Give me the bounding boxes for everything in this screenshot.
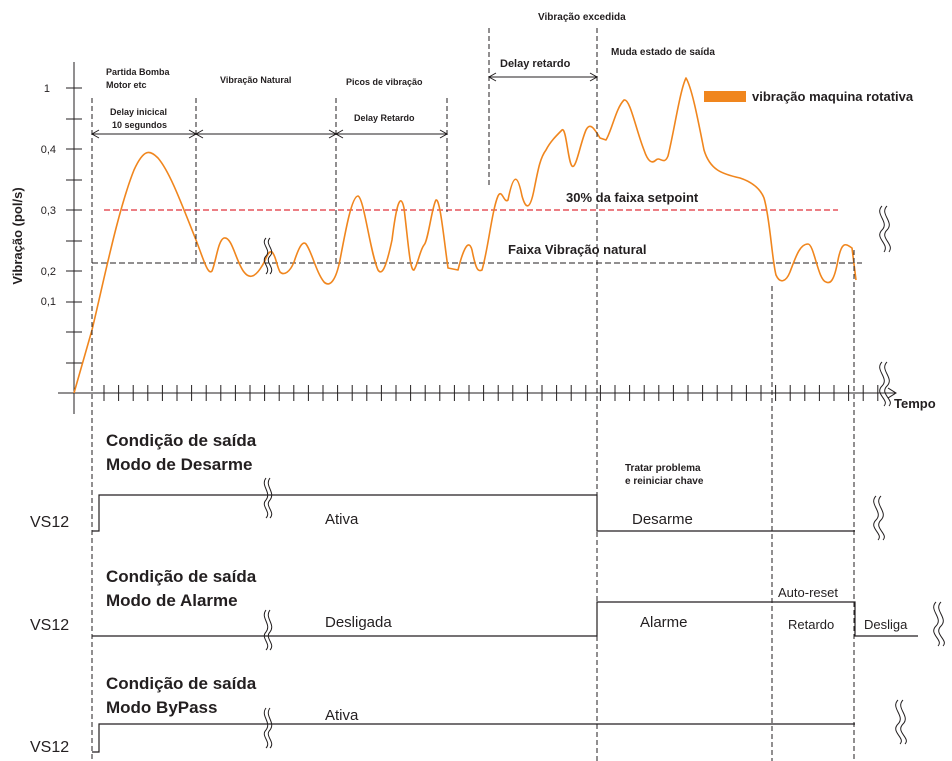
axis-break-squiggle	[900, 699, 907, 745]
y-tick-label-1: 1	[44, 83, 50, 95]
auto-reset-label: Auto-reset	[778, 585, 838, 600]
axis-break-squiggle	[879, 205, 886, 253]
desarme-state-on: Ativa	[325, 511, 359, 528]
bypass-title-line2: Modo ByPass	[106, 698, 217, 717]
bypass-signal-label: VS12	[30, 739, 69, 756]
natural-vibration-label: Vibração Natural	[220, 75, 291, 85]
axis-break-squiggle	[267, 237, 273, 275]
output-change-label: Muda estado de saída	[611, 47, 715, 58]
alarme-title-line1: Condição de saída	[106, 567, 257, 586]
vibration-peaks-label: Picos de vibração	[346, 77, 423, 87]
delay-retardo-mid-arrow	[334, 129, 449, 139]
vibration-curve	[73, 77, 857, 394]
startup-label-line1: Partida Bomba	[106, 67, 171, 77]
y-tick-label-02: 0,2	[41, 266, 56, 278]
x-axis-ticks	[103, 385, 879, 401]
axis-break-squiggle	[263, 609, 269, 651]
alarme-state-end: Desliga	[864, 617, 908, 632]
treat-problem-line1: Tratar problema	[625, 463, 701, 474]
axis-break-squiggle	[267, 609, 273, 651]
alarme-state-delay: Retardo	[788, 617, 834, 632]
y-axis-ticks	[66, 87, 82, 364]
axis-break-squiggle	[895, 699, 902, 745]
y-tick-label-01: 0,1	[41, 296, 56, 308]
desarme-signal-label: VS12	[30, 514, 69, 531]
axis-break-squiggle	[884, 205, 891, 253]
treat-problem-line2: e reiniciar chave	[625, 476, 704, 487]
alarme-state-on: Alarme	[640, 614, 688, 631]
initial-delay-label-line1: Delay inicical	[110, 107, 167, 117]
bypass-signal-trace	[92, 723, 855, 753]
alarme-signal-label: VS12	[30, 617, 69, 634]
bypass-state-on: Ativa	[325, 707, 359, 724]
vibration-exceeded-label: Vibração excedida	[538, 12, 626, 23]
natural-band-label: Faixa Vibração natural	[508, 242, 647, 257]
axis-break-squiggle	[873, 495, 880, 541]
y-tick-label-03: 0,3	[41, 205, 56, 217]
x-axis-label: Tempo	[894, 396, 936, 411]
alarme-title-line2: Modo de Alarme	[106, 591, 238, 610]
axis-break-squiggle	[263, 237, 269, 275]
desarme-title-line1: Condição de saída	[106, 431, 257, 450]
axis-break-squiggle	[267, 477, 273, 519]
delay-retardo-top-label: Delay retardo	[500, 58, 571, 70]
startup-label-line2: Motor etc	[106, 80, 147, 90]
axis-break-squiggle	[263, 477, 269, 519]
initial-delay-label-line2: 10 segundos	[112, 120, 167, 130]
alarme-state-off: Desligada	[325, 614, 392, 631]
axis-break-squiggle	[884, 361, 891, 407]
legend-label: vibração maquina rotativa	[752, 89, 914, 104]
setpoint-label: 30% da faixa setpoint	[566, 190, 699, 205]
axis-break-squiggle	[938, 601, 945, 647]
y-tick-label-04: 0,4	[41, 144, 56, 156]
desarme-state-off: Desarme	[632, 511, 693, 528]
delay-inicial-arrow	[90, 129, 198, 139]
bypass-title-line1: Condição de saída	[106, 674, 257, 693]
natural-vibration-arrow	[194, 129, 338, 139]
desarme-signal-trace	[92, 494, 855, 532]
alarme-signal-trace	[92, 601, 918, 637]
legend-swatch	[704, 91, 746, 102]
axis-break-squiggle	[267, 707, 273, 749]
axis-break-squiggle	[879, 361, 886, 407]
x-axis-arrow	[887, 387, 897, 399]
axis-break-squiggle	[933, 601, 940, 647]
delay-retardo-top-arrow	[487, 72, 599, 82]
y-axis-label: Vibração (pol/s)	[10, 187, 25, 284]
desarme-title-line2: Modo de Desarme	[106, 455, 252, 474]
delay-retardo-mid-label: Delay Retardo	[354, 113, 415, 123]
axis-break-squiggle	[878, 495, 885, 541]
axis-break-squiggle	[263, 707, 269, 749]
